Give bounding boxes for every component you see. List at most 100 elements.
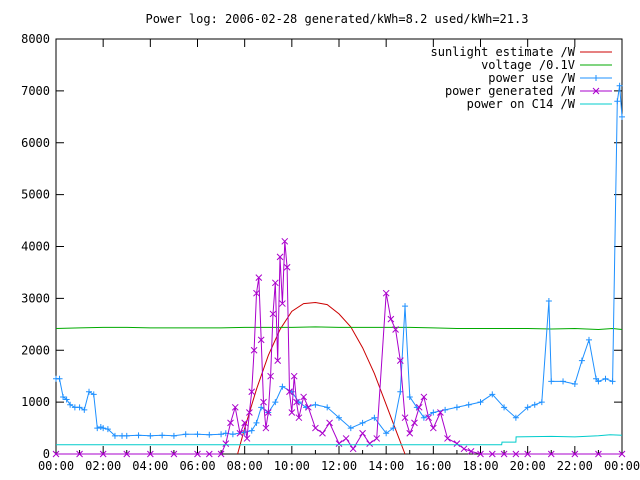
data-point [218, 431, 225, 438]
data-point [159, 432, 166, 439]
data-point [349, 445, 357, 453]
data-point [359, 419, 366, 426]
data-point [300, 393, 307, 401]
data-point [618, 450, 626, 458]
data-point [595, 378, 602, 385]
data-point [429, 424, 437, 432]
data-point [231, 403, 239, 411]
y-tick-label: 4000 [21, 240, 50, 254]
series-layer [52, 82, 626, 458]
x-tick-label: 18:00 [462, 459, 498, 473]
data-point [460, 445, 468, 453]
data-point [387, 315, 395, 323]
data-point [396, 357, 404, 364]
data-point [453, 440, 461, 447]
x-tick-label: 02:00 [85, 459, 121, 473]
data-point [342, 435, 350, 442]
data-point [453, 404, 460, 411]
data-point [571, 380, 578, 387]
data-point [100, 425, 107, 432]
data-point [170, 432, 177, 439]
data-point [182, 431, 189, 438]
data-point [205, 450, 213, 458]
data-point [371, 414, 378, 421]
data-point [111, 432, 118, 439]
data-point [312, 401, 319, 408]
y-tick-label: 3000 [21, 291, 50, 305]
data-point [319, 429, 326, 437]
data-point [241, 419, 249, 427]
data-point [288, 409, 296, 416]
data-point [392, 326, 399, 333]
x-tick-label: 04:00 [132, 459, 168, 473]
data-point [248, 388, 256, 396]
data-point [135, 432, 142, 439]
data-point [545, 297, 552, 304]
data-point [286, 388, 293, 396]
x-tick-label: 20:00 [510, 459, 546, 473]
data-point [406, 393, 413, 400]
legend-label: power generated /W [445, 84, 576, 98]
series-4 [56, 434, 623, 446]
data-point [274, 357, 282, 364]
data-point [146, 450, 154, 458]
data-point [86, 388, 93, 395]
series-1 [55, 326, 623, 331]
data-point [619, 113, 625, 120]
data-point [548, 378, 555, 385]
data-point [104, 426, 111, 433]
x-tick-label: 00:00 [604, 459, 640, 473]
data-point [614, 98, 621, 105]
data-point [500, 450, 508, 458]
data-point [477, 399, 484, 406]
data-point [465, 401, 472, 408]
data-point [585, 336, 592, 343]
legend-marker [592, 87, 600, 95]
data-point [324, 404, 331, 411]
axis-ticks: 0 1000 2000 3000 4000 5000 6000 7000 8000 00:00 02… [21, 32, 640, 473]
data-point [609, 378, 616, 385]
series-line [56, 241, 622, 455]
data-point [420, 414, 427, 421]
series-line [56, 434, 623, 446]
data-point [241, 429, 248, 436]
data-point [90, 391, 97, 398]
data-point [477, 450, 484, 458]
data-point [246, 409, 253, 416]
data-point [253, 419, 260, 426]
data-point [560, 378, 567, 385]
series-2 [53, 82, 625, 439]
data-point [250, 346, 258, 354]
data-point [267, 372, 274, 380]
data-point [60, 393, 67, 400]
data-point [373, 435, 381, 442]
data-point [253, 289, 260, 297]
data-point [260, 398, 267, 406]
data-point [397, 388, 404, 395]
legend-marker [593, 75, 599, 81]
data-point [366, 440, 374, 447]
data-point [123, 450, 131, 458]
legend-label: sunlight estimate /W [431, 45, 576, 59]
data-point [347, 425, 354, 432]
legend-label: power on C14 /W [467, 97, 576, 111]
data-point [290, 372, 298, 380]
data-point [279, 300, 286, 307]
data-point [52, 450, 60, 458]
data-point [248, 427, 255, 434]
data-point [401, 414, 409, 422]
chart-title: Power log: 2006-02-28 generated/kWh=8.2 … [146, 12, 529, 26]
data-point [229, 431, 236, 438]
data-point [257, 336, 265, 344]
data-point [425, 414, 432, 422]
y-tick-label: 8000 [21, 32, 50, 46]
data-point [616, 82, 623, 89]
data-point [272, 399, 279, 406]
data-point [283, 263, 291, 271]
data-point [420, 393, 428, 401]
data-point [279, 383, 286, 390]
data-point [170, 450, 178, 458]
data-point [430, 409, 437, 416]
